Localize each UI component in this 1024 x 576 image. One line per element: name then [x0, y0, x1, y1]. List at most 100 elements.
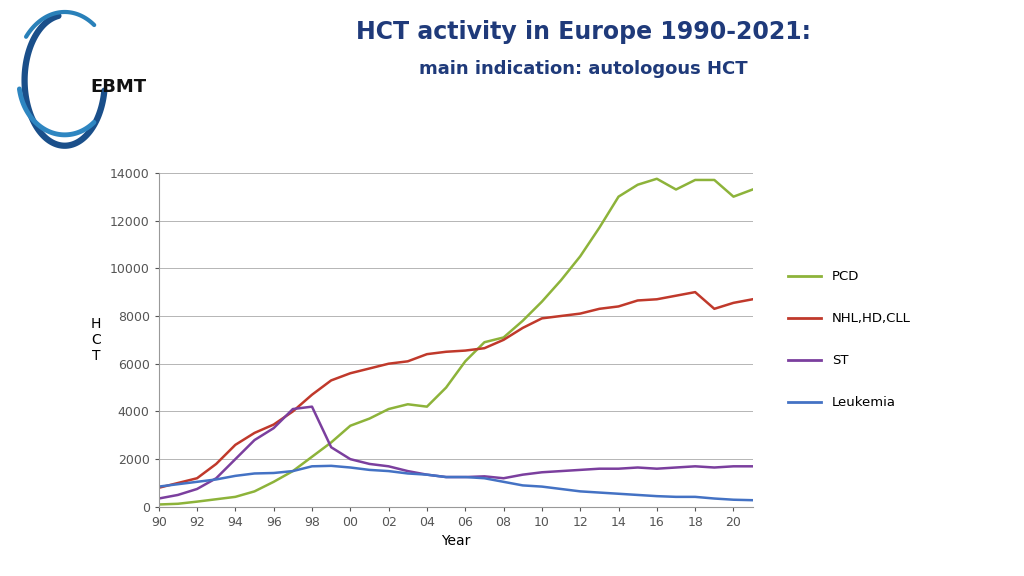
Leukemia: [421, 471, 433, 478]
ST: [306, 403, 318, 410]
NHL,HD,CLL: [746, 296, 759, 303]
ST: [287, 406, 299, 412]
Leukemia: [364, 467, 376, 473]
NHL,HD,CLL: [632, 297, 644, 304]
NHL,HD,CLL: [267, 421, 280, 428]
Leukemia: [325, 463, 337, 469]
NHL,HD,CLL: [306, 391, 318, 398]
ST: [746, 463, 759, 470]
Leukemia: [249, 470, 261, 477]
Leukemia: [401, 470, 414, 477]
ST: [421, 471, 433, 478]
PCD: [612, 193, 625, 200]
ST: [210, 475, 222, 482]
Leukemia: [210, 476, 222, 483]
NHL,HD,CLL: [459, 347, 471, 354]
PCD: [670, 186, 682, 193]
Leukemia: [650, 492, 663, 499]
ST: [364, 460, 376, 467]
ST: [190, 486, 203, 492]
Text: main indication: autologous HCT: main indication: autologous HCT: [420, 60, 748, 78]
Leukemia: [555, 486, 567, 492]
ST: [727, 463, 739, 470]
NHL,HD,CLL: [210, 460, 222, 467]
ST: [650, 465, 663, 472]
PCD: [746, 186, 759, 193]
NHL,HD,CLL: [325, 377, 337, 384]
NHL,HD,CLL: [401, 358, 414, 365]
PCD: [593, 224, 605, 231]
NHL,HD,CLL: [229, 441, 242, 448]
ST: [709, 464, 721, 471]
PCD: [249, 488, 261, 495]
NHL,HD,CLL: [383, 360, 395, 367]
PCD: [709, 176, 721, 183]
Line: PCD: PCD: [159, 179, 753, 505]
PCD: [632, 181, 644, 188]
ST: [459, 473, 471, 480]
ST: [401, 468, 414, 475]
Leukemia: [383, 468, 395, 475]
Text: HCT activity in Europe 1990-2021:: HCT activity in Europe 1990-2021:: [356, 20, 811, 44]
PCD: [364, 415, 376, 422]
Leukemia: [709, 495, 721, 502]
PCD: [555, 276, 567, 283]
PCD: [190, 498, 203, 505]
PCD: [172, 501, 184, 507]
Leukemia: [229, 472, 242, 479]
NHL,HD,CLL: [421, 351, 433, 358]
ST: [229, 456, 242, 463]
ST: [516, 471, 528, 478]
Line: NHL,HD,CLL: NHL,HD,CLL: [159, 292, 753, 488]
NHL,HD,CLL: [574, 310, 587, 317]
NHL,HD,CLL: [670, 292, 682, 299]
ST: [555, 468, 567, 475]
ST: [172, 491, 184, 498]
NHL,HD,CLL: [555, 313, 567, 320]
PCD: [229, 494, 242, 501]
Leukemia: [459, 473, 471, 480]
PCD: [727, 193, 739, 200]
Leukemia: [612, 490, 625, 497]
ST: [670, 464, 682, 471]
X-axis label: Year: Year: [441, 535, 470, 548]
Y-axis label: H
C
T: H C T: [91, 317, 101, 363]
Leukemia: [287, 468, 299, 475]
ST: [536, 469, 548, 476]
Leukemia: [746, 497, 759, 503]
ST: [267, 425, 280, 431]
PCD: [459, 358, 471, 365]
ST: [383, 463, 395, 470]
PCD: [478, 339, 490, 346]
NHL,HD,CLL: [478, 344, 490, 351]
Legend: PCD, NHL,HD,CLL, ST, Leukemia: PCD, NHL,HD,CLL, ST, Leukemia: [783, 265, 915, 415]
Leukemia: [440, 473, 453, 480]
ST: [478, 473, 490, 480]
PCD: [344, 422, 356, 429]
Leukemia: [689, 494, 701, 501]
NHL,HD,CLL: [364, 365, 376, 372]
PCD: [325, 439, 337, 446]
NHL,HD,CLL: [727, 300, 739, 306]
NHL,HD,CLL: [536, 315, 548, 322]
PCD: [267, 478, 280, 485]
NHL,HD,CLL: [516, 324, 528, 331]
PCD: [516, 317, 528, 324]
PCD: [210, 496, 222, 503]
Leukemia: [190, 478, 203, 485]
PCD: [689, 176, 701, 183]
NHL,HD,CLL: [287, 408, 299, 415]
Line: ST: ST: [159, 407, 753, 498]
NHL,HD,CLL: [172, 480, 184, 487]
Leukemia: [478, 475, 490, 482]
PCD: [440, 384, 453, 391]
Leukemia: [172, 481, 184, 488]
NHL,HD,CLL: [440, 348, 453, 355]
Leukemia: [574, 488, 587, 495]
NHL,HD,CLL: [153, 484, 165, 491]
NHL,HD,CLL: [344, 370, 356, 377]
PCD: [421, 403, 433, 410]
PCD: [574, 253, 587, 260]
PCD: [498, 334, 510, 341]
Leukemia: [536, 483, 548, 490]
